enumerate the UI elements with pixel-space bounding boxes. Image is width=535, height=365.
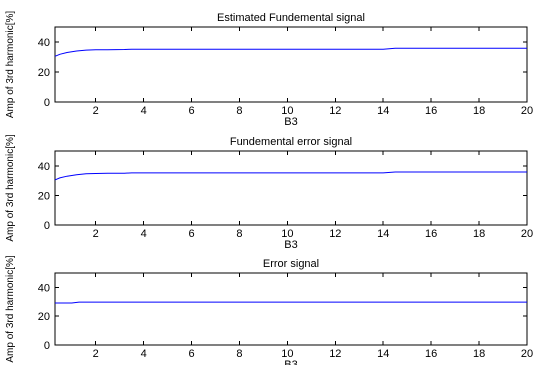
chart-title: Error signal (263, 258, 319, 270)
y-tick-label: 20 (38, 190, 50, 202)
x-tick-label: 12 (329, 105, 341, 117)
x-tick-label: 6 (189, 228, 195, 240)
x-tick-label: 16 (425, 105, 437, 117)
x-tick-label: 18 (473, 105, 485, 117)
series-line (54, 171, 527, 181)
x-tick-label: 8 (236, 228, 242, 240)
y-tick-label: 20 (38, 311, 50, 323)
x-tick-label: 20 (521, 348, 533, 360)
x-tick-label: 14 (377, 348, 389, 360)
y-axis-label: Amp of 3rd harmonic[%] (5, 255, 16, 362)
x-tick-label: 10 (281, 348, 293, 360)
x-tick-label: 10 (281, 228, 293, 240)
chart-title: Fundemental error signal (230, 136, 352, 148)
y-axis-label: Amp of 3rd harmonic[%] (5, 11, 16, 118)
chart-title: Estimated Fundemental signal (217, 12, 365, 24)
plot-frame (54, 26, 528, 103)
x-tick-label: 2 (93, 228, 99, 240)
y-tick-label: 40 (38, 161, 50, 173)
x-tick-label: 12 (329, 228, 341, 240)
x-tick-label: 4 (141, 348, 147, 360)
subplot-2: Fundemental error signal 2 4 6 8 10 12 14 16 18 20… (5, 134, 533, 251)
x-tick-label: 4 (141, 228, 147, 240)
subplot-3: Error signal 2 4 6 8 10 12 14 16 18 20 0 20 40 B3 Amp o… (5, 255, 533, 365)
x-tick-label: 12 (329, 348, 341, 360)
x-tick-label: 6 (189, 105, 195, 117)
x-tick-label: 18 (473, 348, 485, 360)
y-tick-label: 40 (38, 282, 50, 294)
y-axis-label: Amp of 3rd harmonic[%] (5, 134, 16, 241)
x-axis-label: B3 (284, 359, 297, 365)
x-tick-label: 20 (521, 105, 533, 117)
x-tick-label: 10 (281, 105, 293, 117)
y-tick-label: 0 (44, 340, 50, 352)
y-tick-label: 40 (38, 37, 50, 49)
x-tick-label: 2 (93, 348, 99, 360)
x-tick-label: 2 (93, 105, 99, 117)
y-tick-label: 20 (38, 67, 50, 79)
x-tick-label: 4 (141, 105, 147, 117)
series-line (55, 301, 527, 304)
plot-frame (54, 150, 528, 226)
x-tick-label: 16 (425, 348, 437, 360)
x-tick-label: 18 (473, 228, 485, 240)
y-tick-label: 0 (44, 97, 50, 109)
x-tick-label: 14 (377, 228, 389, 240)
y-tick-label: 0 (44, 220, 50, 232)
x-tick-label: 8 (236, 348, 242, 360)
x-axis-label: B3 (284, 239, 297, 251)
subplot-1: Estimated Fundemental signal 2 4 6 8 10 12 14 16… (5, 11, 533, 128)
x-tick-label: 14 (377, 105, 389, 117)
x-tick-label: 6 (189, 348, 195, 360)
x-tick-label: 16 (425, 228, 437, 240)
x-axis-label: B3 (284, 116, 297, 128)
series-line (54, 47, 527, 57)
plot-frame (54, 272, 528, 346)
x-tick-label: 8 (236, 105, 242, 117)
x-tick-label: 20 (521, 228, 533, 240)
